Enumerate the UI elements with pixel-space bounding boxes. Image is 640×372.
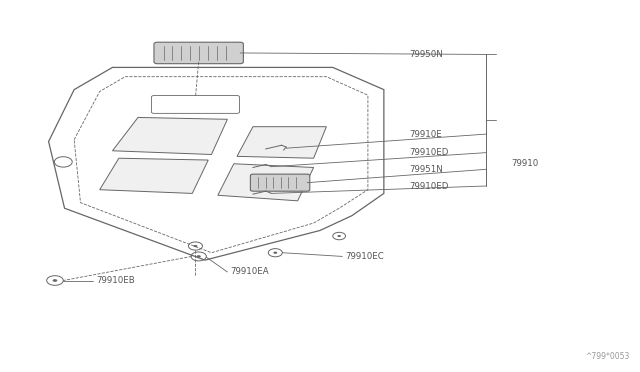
Text: ^799*0053: ^799*0053 [586, 352, 630, 361]
Circle shape [193, 245, 197, 247]
Polygon shape [218, 164, 314, 201]
Polygon shape [237, 127, 326, 158]
Text: 79910ED: 79910ED [410, 148, 449, 157]
FancyBboxPatch shape [154, 42, 243, 64]
Circle shape [273, 251, 277, 254]
Polygon shape [100, 158, 208, 193]
Circle shape [337, 235, 341, 237]
Text: 79910EA: 79910EA [230, 267, 269, 276]
Circle shape [196, 255, 201, 258]
Text: 79951N: 79951N [410, 165, 443, 174]
Text: 79910E: 79910E [410, 129, 442, 139]
Polygon shape [113, 118, 227, 154]
Text: 79910EC: 79910EC [346, 252, 384, 261]
FancyBboxPatch shape [250, 174, 310, 191]
Text: 79950N: 79950N [410, 50, 443, 59]
Circle shape [52, 279, 58, 282]
Text: 79910ED: 79910ED [410, 182, 449, 190]
Text: 79910EB: 79910EB [97, 276, 135, 285]
Text: 79910: 79910 [511, 159, 539, 168]
